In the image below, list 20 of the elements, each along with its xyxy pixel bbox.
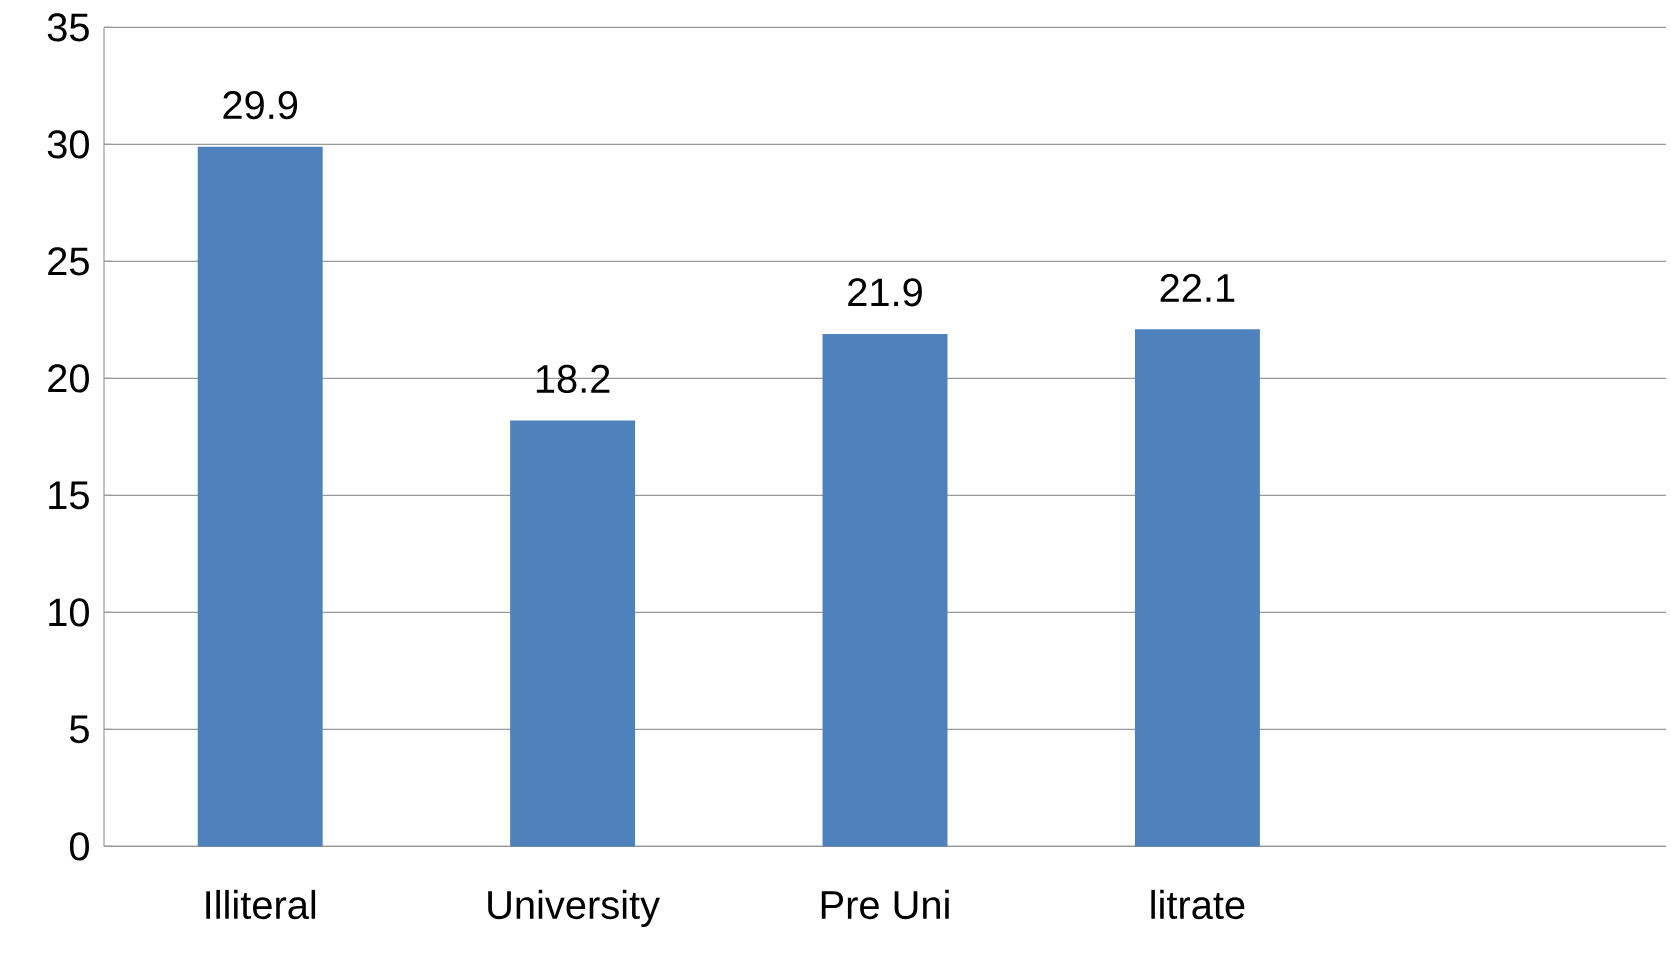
x-tick-label: Illiteral <box>206 889 316 919</box>
bar <box>1134 329 1260 847</box>
y-tick-label: 25 <box>48 247 89 276</box>
y-tick-label: 35 <box>47 13 89 42</box>
y-tick-label: 30 <box>47 130 89 159</box>
x-tick-label: Pre Uni <box>821 889 949 919</box>
bar <box>822 333 948 847</box>
y-tick-label: 10 <box>49 598 89 627</box>
bar <box>510 420 636 847</box>
y-tick-label: 15 <box>49 481 89 510</box>
data-label: 18.2 <box>536 364 610 393</box>
x-tick-label: University <box>488 889 660 927</box>
bar <box>197 146 323 847</box>
y-tick-label: 5 <box>69 715 89 744</box>
data-label: 22.1 <box>1160 273 1235 302</box>
y-tick-label: 0 <box>69 832 89 861</box>
data-label: 21.9 <box>848 278 922 307</box>
y-tick-label: 20 <box>48 364 89 393</box>
x-tick-label: litrate <box>1151 889 1245 919</box>
data-label: 29.9 <box>223 90 298 120</box>
